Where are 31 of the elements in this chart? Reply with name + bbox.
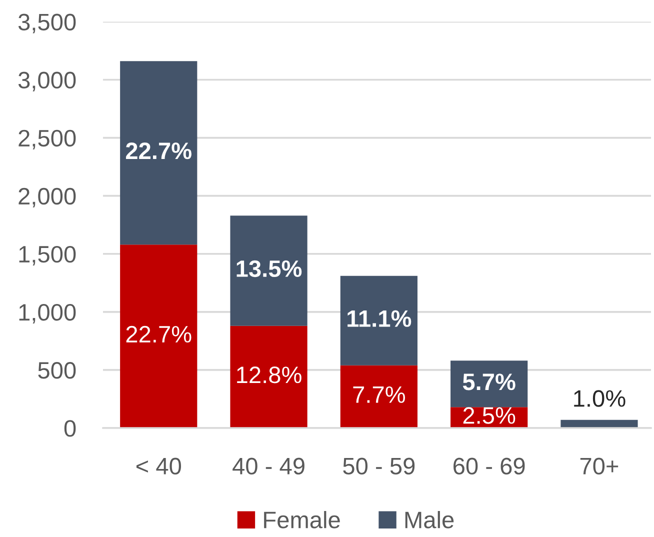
legend-label: Female <box>264 510 340 528</box>
y-tick-label: 2,500 <box>18 130 76 150</box>
bar <box>120 244 198 428</box>
legend-label: Male <box>405 510 454 528</box>
bar <box>340 276 418 366</box>
annotation: 12.8% <box>237 366 302 384</box>
bar <box>120 61 198 245</box>
y-tick-label: 0 <box>64 420 76 437</box>
y-tick-label: 3,000 <box>18 72 76 92</box>
bar <box>450 360 528 408</box>
x-tick-label: < 40 <box>136 458 182 475</box>
annotation: 1.0% <box>574 390 626 407</box>
x-tick-label: 60 - 69 <box>454 458 525 475</box>
annotation: 22.7% <box>126 326 192 343</box>
y-tick-label: 500 <box>38 362 76 379</box>
x-tick-label: 70+ <box>580 458 618 475</box>
annotation: 11.1% <box>348 310 412 327</box>
y-tick-label: 3,500 <box>18 14 76 34</box>
annotation: 22.7% <box>126 142 192 160</box>
bar <box>230 216 308 326</box>
annotation: 13.5% <box>236 260 302 278</box>
annotation: 5.7% <box>462 374 516 390</box>
bar <box>340 365 418 428</box>
y-tick-label: 1,500 <box>19 246 76 266</box>
x-tick-label: 40 - 49 <box>232 458 304 475</box>
x-tick-label: 50 - 59 <box>343 458 415 475</box>
annotation: 2.5% <box>463 407 516 424</box>
bar <box>230 326 308 428</box>
annotation: 7.7% <box>353 386 405 403</box>
y-tick-label: 2,000 <box>18 188 76 208</box>
y-tick-label: 1,000 <box>19 304 76 324</box>
